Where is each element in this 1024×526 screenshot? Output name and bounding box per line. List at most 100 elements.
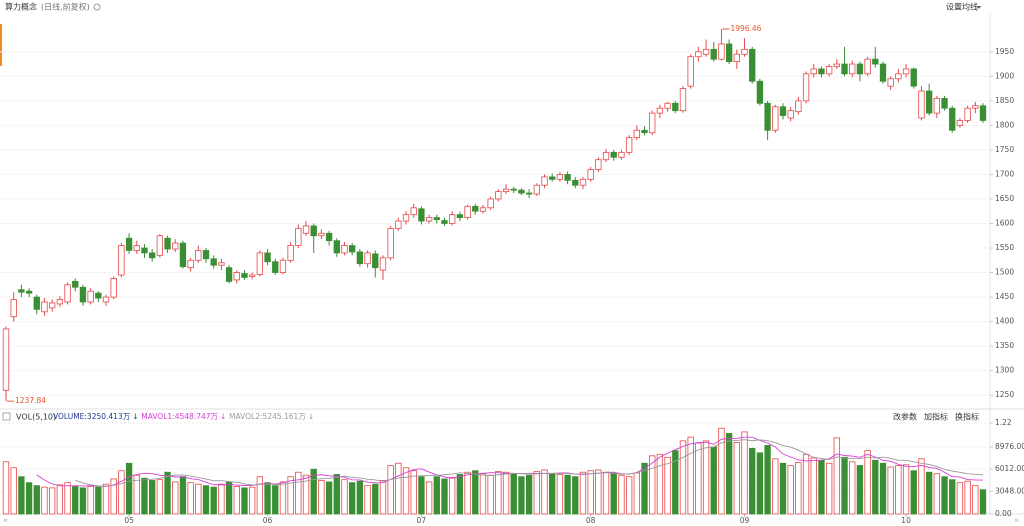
volume-bar	[779, 462, 787, 515]
volume-bar	[849, 461, 856, 515]
candle-body	[141, 247, 148, 254]
candle-body	[741, 48, 748, 55]
help-icon[interactable]	[2, 412, 11, 421]
candle-body	[279, 259, 287, 273]
volume-bar	[133, 474, 140, 515]
volume-bar	[79, 487, 87, 515]
volume-bar	[179, 476, 187, 515]
candle-body	[295, 227, 302, 246]
volume-bar	[441, 478, 448, 515]
candle-body	[195, 250, 202, 261]
candle-body	[687, 56, 694, 87]
candle-body	[856, 63, 864, 75]
volume-bar	[795, 462, 802, 515]
y-tick-label: 1400	[995, 317, 1014, 326]
volume-bar	[949, 479, 956, 515]
candle-body	[256, 252, 264, 275]
volume-bar	[510, 473, 517, 515]
volume-bar	[210, 486, 217, 515]
volume-bar	[264, 482, 271, 515]
candle-body	[372, 253, 379, 269]
candle-body	[764, 102, 771, 131]
volume-bar	[902, 464, 910, 515]
volume-bar	[641, 462, 648, 515]
volume-bar	[302, 474, 310, 515]
y-tick-label: 1600	[995, 218, 1014, 227]
candle-body	[518, 189, 525, 194]
candle-body	[833, 63, 841, 67]
candle-body	[695, 51, 702, 58]
volume-bar	[56, 484, 64, 515]
candle-body	[756, 80, 764, 104]
candle-body	[864, 58, 871, 75]
candle-body	[487, 198, 494, 209]
volume-bar	[64, 482, 71, 515]
y-tick-label: 8976.00	[995, 442, 1024, 451]
volume-bar	[341, 479, 348, 515]
indicator-button[interactable]: 加指标	[924, 412, 948, 422]
y-tick-label: 1950	[995, 47, 1014, 56]
volume-bar	[979, 489, 987, 515]
volume-bar	[241, 487, 248, 515]
candle-body	[618, 151, 625, 158]
indicator-button[interactable]: 改参数	[893, 412, 917, 422]
volume-bar	[679, 440, 687, 515]
y-tick-label: 3048.00	[995, 486, 1024, 495]
volume-bar	[395, 462, 402, 515]
volume-bar	[110, 478, 117, 515]
y-tick-label: 1700	[995, 169, 1014, 178]
volume-bar	[41, 486, 48, 515]
candle-body	[18, 289, 25, 293]
volume-bar	[549, 473, 556, 515]
volume-bar	[225, 481, 233, 515]
y-tick-label: 1500	[995, 268, 1014, 277]
volume-bar	[664, 456, 671, 515]
settings-icon[interactable]	[93, 3, 101, 11]
candle-body	[33, 296, 40, 310]
volume-bar	[72, 485, 79, 515]
candle-body	[79, 286, 87, 303]
candle-body	[418, 208, 425, 222]
max-price-label: 1996.46	[730, 24, 761, 33]
ma-settings-button[interactable]: 设置均线	[946, 2, 978, 12]
candle-body	[187, 259, 194, 269]
volume-bar	[202, 485, 210, 515]
volume-bar	[233, 485, 240, 515]
volume-bar	[249, 486, 256, 515]
candle-body	[125, 237, 133, 251]
volume-bar	[295, 471, 302, 515]
candle-body	[310, 225, 317, 237]
volume-bar	[287, 476, 294, 515]
y-tick-label: 1650	[995, 194, 1014, 203]
candle-body	[918, 90, 925, 119]
volume-bar	[864, 450, 871, 515]
volume-bar	[725, 433, 733, 515]
indicator-title: VOL(5,10)	[16, 413, 56, 422]
volume-bar	[649, 455, 656, 515]
candle-body	[572, 179, 579, 186]
volume-bar	[472, 470, 479, 515]
y-tick-label: 6012.00	[995, 464, 1024, 473]
candle-body	[472, 205, 479, 212]
candle-body	[956, 120, 964, 126]
volume-bar	[895, 465, 902, 515]
candle-body	[441, 220, 448, 224]
candle-body	[818, 68, 825, 75]
candle-body	[587, 169, 594, 180]
volume-bar	[718, 427, 725, 515]
volume-bar	[833, 437, 841, 515]
indicator-button[interactable]: 换指标	[955, 412, 979, 422]
candle-body	[464, 205, 471, 219]
y-tick-label: 1300	[995, 366, 1014, 375]
volume-bar	[518, 476, 525, 515]
volume-bar	[279, 481, 287, 515]
x-tick-label: 09	[740, 516, 750, 525]
candle-body	[164, 237, 171, 250]
scroll-left[interactable]: «	[3, 516, 8, 525]
candle-body	[679, 88, 687, 112]
candle-body	[479, 207, 487, 212]
scroll-right[interactable]: »	[1014, 516, 1019, 525]
volume-bar	[349, 482, 356, 515]
candle-body	[287, 245, 294, 261]
candle-body	[202, 250, 210, 260]
